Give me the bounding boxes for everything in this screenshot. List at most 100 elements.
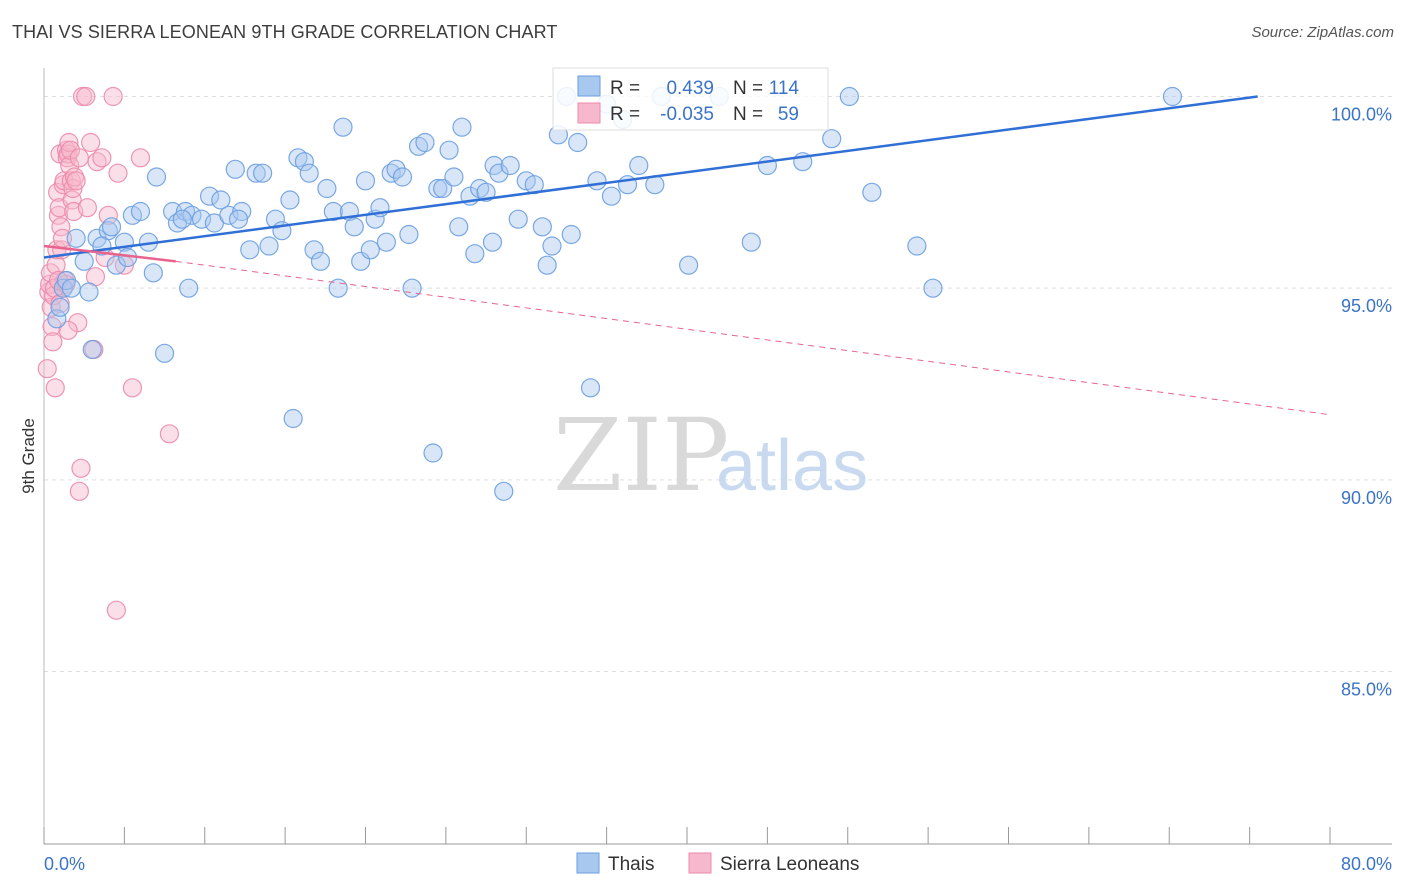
data-point xyxy=(294,152,315,172)
data-point xyxy=(444,167,464,187)
data-point xyxy=(508,209,528,229)
data-point xyxy=(48,205,69,225)
legend-sl-n-value: 59 xyxy=(778,104,799,125)
data-point xyxy=(108,163,128,183)
y-tick-label: 90.0% xyxy=(1341,488,1392,508)
data-point xyxy=(317,178,337,199)
data-point xyxy=(415,132,435,153)
data-point xyxy=(240,240,260,260)
data-point xyxy=(299,163,319,183)
stats-legend: R = 0.439 N = 114 R = -0.035 N = 59 xyxy=(552,67,829,131)
data-point xyxy=(44,286,64,306)
series-legend: Thais Sierra Leoneans xyxy=(576,852,859,875)
legend-thai-swatch xyxy=(577,75,601,97)
legend-bottom-thai-swatch xyxy=(576,852,600,874)
data-point xyxy=(81,132,101,153)
data-point xyxy=(568,132,588,153)
data-point xyxy=(601,186,622,206)
y-axis-label: 9th Grade xyxy=(19,418,38,494)
data-point xyxy=(58,320,78,340)
data-point xyxy=(476,182,496,202)
legend-thai-r-value: 0.439 xyxy=(666,78,714,99)
data-point xyxy=(106,255,126,275)
sierra-leonean-points xyxy=(37,86,179,620)
data-point xyxy=(679,255,699,275)
data-point xyxy=(399,224,419,245)
trend-lines xyxy=(43,95,1331,416)
legend-bottom-thai-label: Thais xyxy=(608,854,654,875)
data-point xyxy=(74,251,94,271)
data-point xyxy=(77,198,98,218)
data-point xyxy=(452,117,472,137)
data-point xyxy=(376,232,396,252)
data-point xyxy=(629,155,649,176)
data-point xyxy=(333,117,353,137)
data-point xyxy=(98,205,118,225)
data-point xyxy=(402,278,422,298)
data-point xyxy=(146,167,167,187)
data-point xyxy=(482,232,503,252)
legend-bottom-sl-swatch xyxy=(688,852,712,874)
data-point xyxy=(69,481,89,501)
data-point xyxy=(757,155,777,176)
data-point xyxy=(283,408,303,429)
watermark-zip: ZIP xyxy=(553,397,729,514)
data-point xyxy=(439,140,459,160)
data-point xyxy=(103,86,123,107)
data-point xyxy=(211,190,231,210)
data-point xyxy=(191,209,212,229)
chart-title: THAI VS SIERRA LEONEAN 9TH GRADE CORRELA… xyxy=(12,22,558,42)
data-point xyxy=(122,378,143,398)
data-point xyxy=(61,278,81,298)
data-point xyxy=(392,167,413,187)
data-point xyxy=(862,182,882,202)
x-tick-label-min: 0.0% xyxy=(44,854,85,874)
data-point xyxy=(537,255,557,275)
data-point xyxy=(79,282,99,302)
data-point xyxy=(66,171,86,191)
data-point xyxy=(304,240,324,260)
data-point xyxy=(323,201,343,222)
data-point xyxy=(923,278,943,298)
data-point xyxy=(494,481,514,501)
x-axis-ticks xyxy=(43,827,1331,844)
legend-sl-swatch xyxy=(577,102,601,124)
data-point xyxy=(428,178,448,199)
thai-trend-line xyxy=(43,95,1258,259)
data-point xyxy=(253,163,273,183)
data-point xyxy=(449,217,469,237)
data-point xyxy=(532,217,552,237)
data-point xyxy=(465,244,485,264)
data-point xyxy=(839,86,859,107)
y-tick-label: 95.0% xyxy=(1341,296,1392,316)
legend-bottom-sl-label: Sierra Leoneans xyxy=(720,854,859,875)
data-point xyxy=(246,163,266,183)
legend-sl-r-value: -0.035 xyxy=(660,104,714,125)
legend-thai-r-label: R = xyxy=(610,78,640,99)
data-point xyxy=(101,217,122,237)
data-point xyxy=(68,313,88,333)
data-point xyxy=(71,458,91,478)
data-point xyxy=(106,600,126,620)
data-point xyxy=(265,209,286,229)
data-point xyxy=(69,148,89,168)
data-point xyxy=(76,86,96,107)
data-point xyxy=(92,148,112,168)
data-point xyxy=(172,209,192,229)
data-point xyxy=(37,359,57,379)
legend-sl-r-label: R = xyxy=(610,104,640,125)
data-point xyxy=(50,297,70,317)
data-point xyxy=(232,201,252,222)
grid-lines xyxy=(44,96,1392,672)
data-point xyxy=(386,159,406,179)
data-point xyxy=(59,132,79,153)
y-tick-label: 100.0% xyxy=(1331,105,1392,125)
data-point xyxy=(130,201,151,222)
data-point xyxy=(43,332,63,352)
data-point xyxy=(355,171,376,191)
data-point xyxy=(154,343,175,363)
data-point xyxy=(360,240,380,260)
data-point xyxy=(159,424,179,444)
data-point xyxy=(82,339,102,360)
